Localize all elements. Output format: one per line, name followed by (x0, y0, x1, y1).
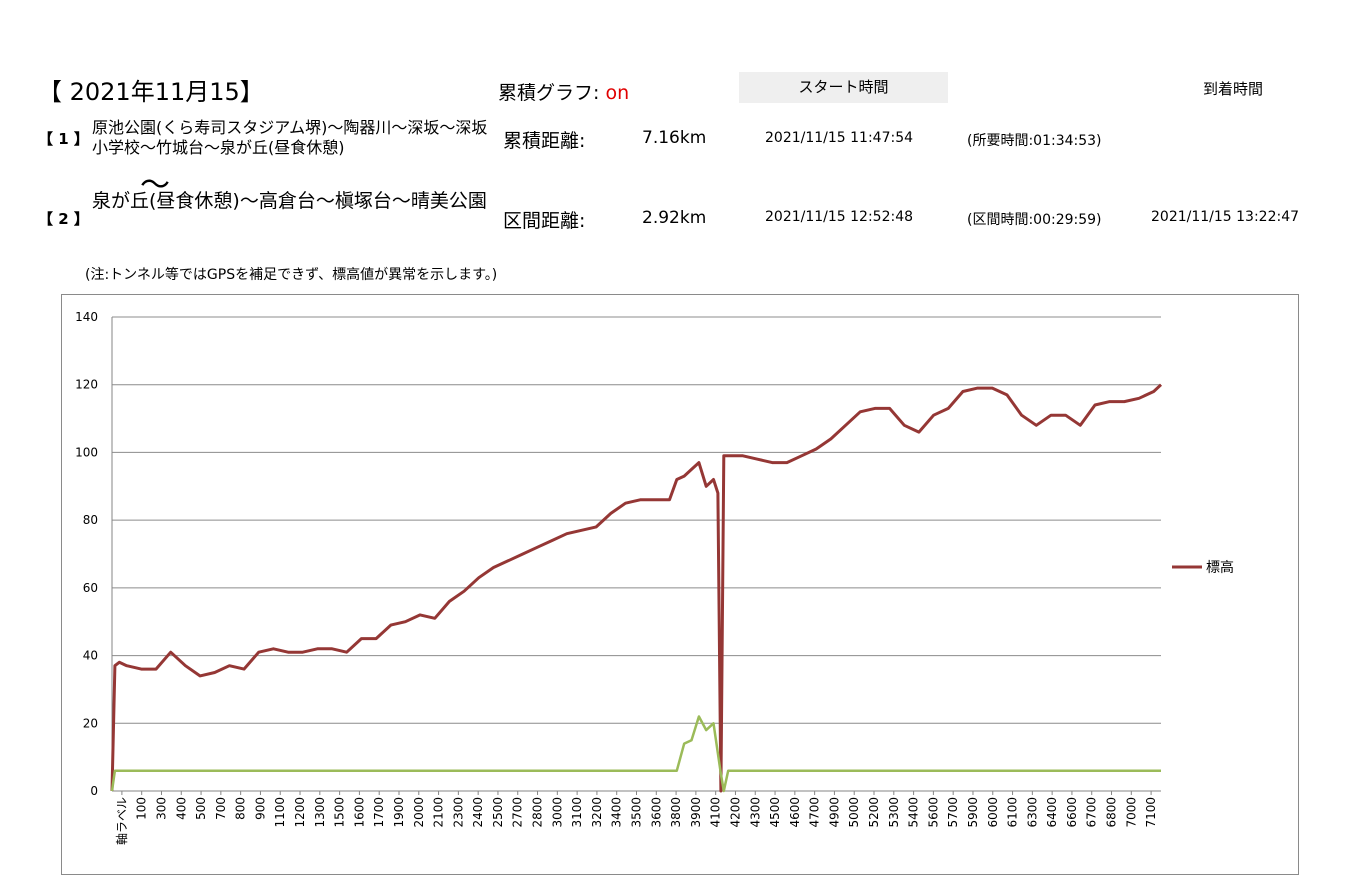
x-tick-label: 2100 (432, 797, 446, 828)
x-tick-label: 6400 (1045, 797, 1059, 828)
x-tick-label: 4600 (788, 797, 802, 828)
x-tick-label: 3600 (649, 797, 663, 828)
x-tick-label: 4700 (808, 797, 822, 828)
segment-1-duration: (所要時間:01:34:53) (967, 133, 1102, 149)
x-tick-label: 800 (234, 797, 248, 820)
x-tick-label: 4500 (768, 797, 782, 828)
segment-2-route: 泉が丘(昼食休憩)～高倉台～槇塚台～晴美公園 (92, 190, 487, 212)
x-tick-label: 5600 (926, 797, 940, 828)
x-tick-label: 5700 (946, 797, 960, 828)
segment-2-arrival-time: 2021/11/15 13:22:47 (1151, 209, 1300, 225)
x-tick-label: 6300 (1025, 797, 1039, 828)
segment-2-distance: 2.92km (642, 208, 707, 228)
x-tick-label: 4300 (748, 797, 762, 828)
x-tick-label: 400 (174, 797, 188, 820)
x-tick-label: 5300 (887, 797, 901, 828)
x-tick-label: 7100 (1144, 797, 1158, 828)
x-tick-label: 2500 (491, 797, 505, 828)
x-tick-label: 1200 (293, 797, 307, 828)
x-tick-label: 3400 (610, 797, 624, 828)
y-tick-label: 60 (83, 581, 98, 595)
x-tick-label: 900 (253, 797, 267, 820)
y-tick-label: 0 (90, 784, 98, 798)
x-tick-label: 1500 (333, 797, 347, 828)
y-tick-label: 40 (83, 649, 98, 663)
cumulative-graph-label: 累積グラフ: on (498, 78, 629, 105)
start-time-header: スタート時間 (739, 72, 948, 103)
x-tick-label: 1600 (352, 797, 366, 828)
secondary-series-line (110, 715, 1161, 793)
x-tick-label: 6600 (1065, 797, 1079, 828)
segment-2-distance-label: 区間距離: (503, 210, 586, 232)
x-tick-label: 1300 (313, 797, 327, 828)
x-tick-label: 2300 (451, 797, 465, 828)
arrival-time-header: 到着時間 (1202, 80, 1263, 98)
x-tick-label: 5900 (966, 797, 980, 828)
x-tick-label: 3800 (669, 797, 683, 828)
x-tick-label: 6800 (1105, 797, 1119, 828)
segment-1-start-time: 2021/11/15 11:47:54 (765, 130, 914, 146)
segment-2-index: 【 2 】 (38, 210, 89, 228)
x-tick-label: 700 (214, 797, 228, 820)
date-title: 【 2021年11月15】 (38, 78, 264, 106)
x-tick-label: 4100 (709, 797, 723, 828)
x-tick-label: 7000 (1124, 797, 1138, 828)
y-tick-label: 20 (83, 716, 98, 730)
x-tick-label: 500 (194, 797, 208, 820)
x-tick-label: 300 (154, 797, 168, 820)
elevation-chart-frame: 0 20 40 60 80 100 120 140 軸ラベル 100 300 400 500 700 800… (61, 294, 1299, 875)
x-tick-label: 100 (135, 797, 149, 820)
graph-label-text: 累積グラフ: (498, 82, 600, 104)
x-tick-label: 3100 (570, 797, 584, 828)
x-tick-label: 2800 (531, 797, 545, 828)
segment-2-duration: (区間時間:00:29:59) (967, 212, 1102, 228)
x-tick-label: 5400 (907, 797, 921, 828)
x-tick-label: 4900 (827, 797, 841, 828)
x-tick-label: 2400 (471, 797, 485, 828)
graph-state: on (605, 82, 630, 104)
x-tick-label: 1900 (392, 797, 406, 828)
segment-2-tilde: ～ (140, 168, 170, 203)
gps-note: (注:トンネル等ではGPSを補足できず、標高値が異常を示します。) (85, 267, 498, 283)
x-tick-label: 2000 (412, 797, 426, 828)
x-tick-label: 6700 (1085, 797, 1099, 828)
x-tick-label: 1700 (372, 797, 386, 828)
segment-1-index: 【 1 】 (38, 130, 89, 148)
y-tick-label: 100 (75, 445, 98, 459)
y-tick-label: 120 (75, 378, 98, 392)
segment-1-distance-label: 累積距離: (503, 130, 586, 152)
elevation-series-line (110, 383, 1163, 793)
y-tick-label: 80 (83, 513, 98, 527)
segment-2-start-time: 2021/11/15 12:52:48 (765, 209, 914, 225)
x-tick-label: 3900 (689, 797, 703, 828)
elevation-chart: 0 20 40 60 80 100 120 140 軸ラベル 100 300 400 500 700 800… (75, 310, 1234, 845)
legend-label: 標高 (1206, 559, 1234, 576)
x-tick-label: 6000 (986, 797, 1000, 828)
x-tick-label: 軸ラベル (115, 797, 129, 845)
x-tick-label: 6100 (1006, 797, 1020, 828)
x-tick-label: 1100 (273, 797, 287, 828)
y-tick-label: 140 (75, 310, 98, 324)
x-tick-label: 3500 (630, 797, 644, 828)
x-tick-label: 3200 (590, 797, 604, 828)
x-tick-label: 4200 (728, 797, 742, 828)
x-tick-label: 5000 (847, 797, 861, 828)
segment-1-route: 原池公園(くら寿司スタジアム堺)～陶器川～深坂～深坂小学校～竹城台～泉が丘(昼食… (92, 118, 488, 157)
segment-1-distance: 7.16km (642, 128, 707, 148)
x-tick-label: 2700 (511, 797, 525, 828)
x-tick-label: 5200 (867, 797, 881, 828)
x-tick-label: 3000 (550, 797, 564, 828)
